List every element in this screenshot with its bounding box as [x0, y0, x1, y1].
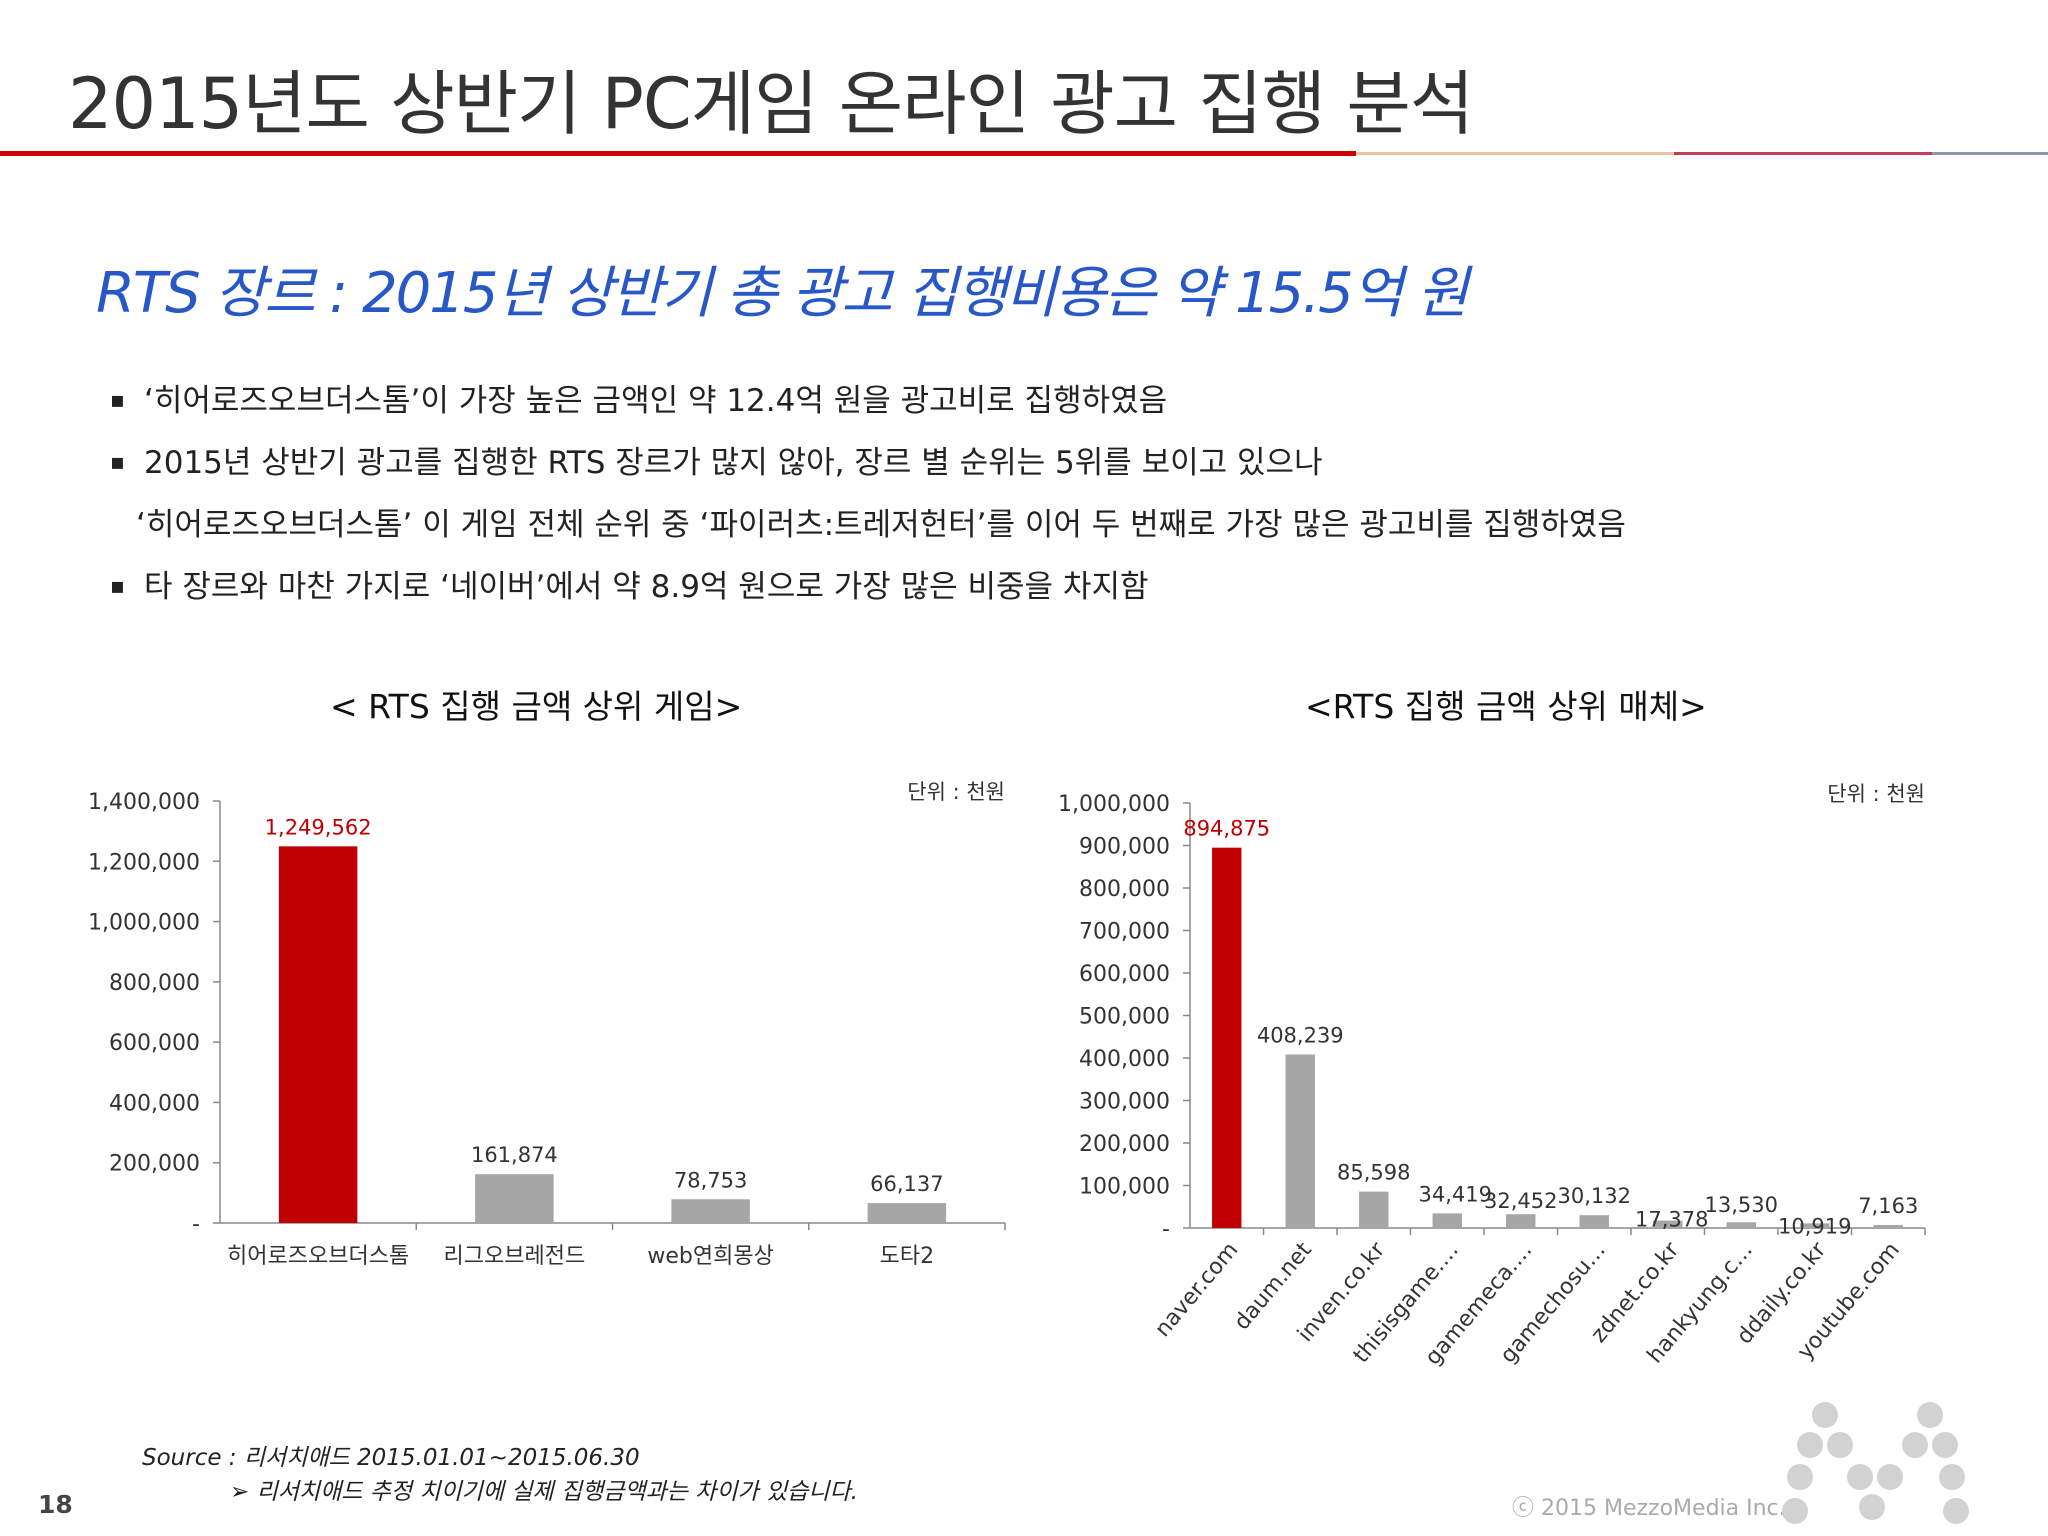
- bar: [1506, 1214, 1536, 1228]
- data-label: 30,132: [1558, 1184, 1631, 1208]
- bar: [1359, 1191, 1389, 1228]
- bullet-mark: ▪: [110, 388, 125, 413]
- bullet-text: 2015년 상반기 광고를 집행한 RTS 장르가 많지 않아, 장르 별 순위…: [144, 445, 1323, 481]
- y-tick-label: 500,000: [1079, 1005, 1170, 1030]
- y-tick-label: 300,000: [1079, 1090, 1170, 1115]
- y-tick-label: 200,000: [109, 1152, 200, 1177]
- source-note: Source : 리서치애드 2015.01.01~2015.06.30: [142, 1445, 640, 1471]
- bar: [1285, 1054, 1315, 1228]
- title-rule-pink: [1674, 152, 1932, 155]
- y-tick-label: -: [1162, 1217, 1170, 1242]
- y-tick-label: 1,000,000: [88, 911, 200, 936]
- bullet-continuation: ‘히어로즈오브더스톰’ 이 게임 전체 순위 중 ‘파이러츠:트레저헌터’를 이…: [108, 494, 1988, 556]
- x-tick-label: naver.com: [1150, 1238, 1243, 1342]
- y-tick-label: -: [192, 1212, 200, 1237]
- estimate-note: ➢ 리서치애드 추정 치이기에 실제 집행금액과는 차이가 있습니다.: [230, 1479, 858, 1505]
- title-rule-red: [0, 151, 1356, 156]
- title-rule-gray: [1932, 152, 2048, 155]
- y-tick-label: 900,000: [1079, 835, 1170, 860]
- headline: RTS 장르 : 2015년 상반기 총 광고 집행비용은 약 15.5억 원: [96, 261, 1469, 326]
- data-label: 32,452: [1484, 1189, 1557, 1213]
- copyright: ⓒ 2015 MezzoMedia Inc.: [1512, 1496, 1786, 1521]
- data-label: 408,239: [1257, 1023, 1344, 1047]
- bar: [1579, 1215, 1609, 1228]
- bullet-list: ▪ ‘히어로즈오브더스톰’이 가장 높은 금액인 약 12.4억 원을 광고비로…: [108, 370, 1988, 618]
- title-rule-tan: [1356, 152, 1674, 155]
- data-label: 161,874: [471, 1143, 558, 1167]
- y-tick-label: 700,000: [1079, 920, 1170, 945]
- media-chart-title: <RTS 집행 금액 상위 매체>: [1305, 687, 1707, 726]
- bar: [1873, 1224, 1903, 1228]
- y-tick-label: 800,000: [1079, 877, 1170, 902]
- y-tick-label: 400,000: [109, 1091, 200, 1116]
- data-label: 894,875: [1183, 817, 1270, 841]
- data-label: 66,137: [870, 1172, 943, 1196]
- page-title: 2015년도 상반기 PC게임 온라인 광고 집행 분석: [68, 63, 1474, 145]
- mezzomedia-logo-dots: [1782, 1402, 1969, 1524]
- bar: [1800, 1223, 1830, 1228]
- x-tick-label: 히어로즈오브더스톰: [227, 1244, 409, 1269]
- bullet-mark: ▪: [110, 450, 125, 475]
- unit-label: 단위 : 천원: [1827, 782, 1925, 806]
- y-tick-label: 600,000: [1079, 962, 1170, 987]
- bar: [1653, 1220, 1683, 1228]
- page-number: 18: [38, 1490, 73, 1519]
- bullet-text: ‘히어로즈오브더스톰’이 가장 높은 금액인 약 12.4억 원을 광고비로 집…: [144, 383, 1168, 419]
- bar: [1212, 847, 1242, 1228]
- data-label: 34,419: [1419, 1182, 1492, 1206]
- data-label: 78,753: [674, 1168, 747, 1192]
- bar: [867, 1203, 947, 1223]
- y-tick-label: 200,000: [1079, 1132, 1170, 1157]
- data-label: 17,378: [1635, 1208, 1708, 1232]
- y-tick-label: 1,000,000: [1058, 792, 1170, 817]
- games-bar-chart: - 200,000 400,000 600,000 800,000 1,000,000 1,…: [88, 780, 1006, 1269]
- data-label: 13,530: [1705, 1193, 1778, 1217]
- bar: [1726, 1222, 1756, 1228]
- bar: [671, 1199, 750, 1223]
- unit-label: 단위 : 천원: [907, 780, 1005, 804]
- y-tick-label: 800,000: [109, 971, 200, 996]
- y-tick-label: 600,000: [109, 1031, 200, 1056]
- y-tick-label: 1,200,000: [88, 850, 200, 875]
- data-label: 7,163: [1858, 1194, 1918, 1218]
- y-tick-label: 100,000: [1079, 1175, 1170, 1200]
- x-tick-label: web연희몽상: [647, 1244, 773, 1269]
- bullet-text: 타 장르와 마찬 가지로 ‘네이버’에서 약 8.9억 원으로 가장 많은 비중…: [144, 569, 1149, 605]
- bar: [475, 1174, 554, 1223]
- y-tick-label: 1,400,000: [88, 790, 200, 815]
- bullet-text: ‘히어로즈오브더스톰’ 이 게임 전체 순위 중 ‘파이러츠:트레저헌터’를 이…: [136, 507, 1626, 543]
- bullet-mark: ▪: [110, 574, 125, 599]
- bullet-item: ▪ 타 장르와 마찬 가지로 ‘네이버’에서 약 8.9억 원으로 가장 많은 …: [108, 556, 1988, 618]
- bar: [278, 846, 358, 1223]
- bar: [1432, 1213, 1462, 1228]
- media-bar-chart: - 100,000 200,000 300,000 400,000 500,000 600,…: [1058, 782, 1926, 1370]
- bullet-item: ▪ ‘히어로즈오브더스톰’이 가장 높은 금액인 약 12.4억 원을 광고비로…: [108, 370, 1988, 432]
- games-chart-title: < RTS 집행 금액 상위 게임>: [330, 687, 743, 726]
- x-tick-label: 도타2: [880, 1244, 934, 1269]
- y-tick-label: 400,000: [1079, 1047, 1170, 1072]
- data-label: 10,919: [1778, 1214, 1851, 1238]
- bullet-item: ▪ 2015년 상반기 광고를 집행한 RTS 장르가 많지 않아, 장르 별 …: [108, 432, 1988, 494]
- data-label: 1,249,562: [265, 815, 372, 839]
- data-label: 85,598: [1337, 1161, 1410, 1185]
- x-tick-label: 리그오브레전드: [444, 1244, 586, 1269]
